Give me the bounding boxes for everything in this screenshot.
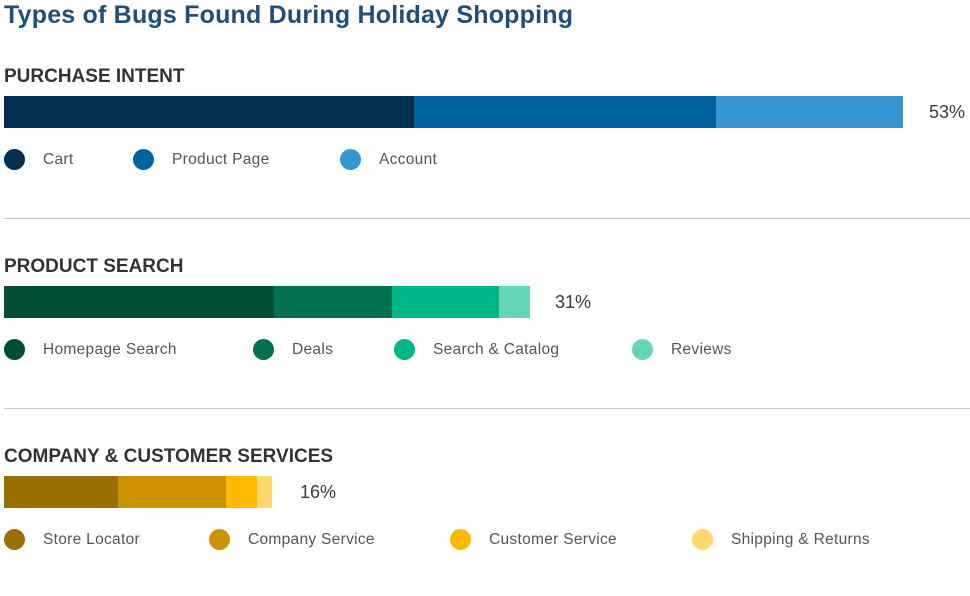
- legend-dot-icon: [692, 529, 713, 550]
- legend-dot-icon: [632, 339, 653, 360]
- legend-label: Company Service: [248, 531, 375, 548]
- legend: Homepage Search Deals Search & Catalog Revi…: [0, 337, 970, 363]
- legend-label: Customer Service: [489, 531, 617, 548]
- total-label: 16%: [300, 482, 337, 502]
- legend: Store Locator Company Service Customer Ser…: [0, 527, 970, 553]
- legend: Cart Product Page Account: [0, 147, 970, 173]
- section-title: PURCHASE INTENT: [4, 66, 185, 87]
- section-title: COMPANY & CUSTOMER SERVICES: [4, 446, 334, 467]
- legend-label: Homepage Search: [43, 341, 177, 358]
- bar-segment-account: [716, 96, 903, 128]
- bar-segment-reviews: [499, 286, 530, 318]
- legend-label: Store Locator: [43, 531, 140, 548]
- bar-segment-company-service: [118, 476, 227, 508]
- legend-dot-icon: [4, 339, 25, 360]
- divider: [4, 218, 970, 219]
- total-label: 53%: [929, 102, 966, 122]
- bar-segment-store-locator: [4, 476, 118, 508]
- section-purchase-intent: PURCHASE INTENT 53% Cart Product Page Acco…: [0, 66, 970, 216]
- legend-label: Cart: [43, 151, 74, 168]
- divider: [4, 408, 970, 409]
- bar-segment-cart: [4, 96, 414, 128]
- bar-segment-homepage-search: [4, 286, 274, 318]
- stacked-bar: [4, 476, 964, 508]
- legend-dot-icon: [340, 149, 361, 170]
- legend-label: Search & Catalog: [433, 341, 560, 358]
- bar-segment-search-and-catalog: [392, 286, 499, 318]
- legend-label: Deals: [292, 341, 334, 358]
- section-product-search: PRODUCT SEARCH 31% Homepage Search Deals S…: [0, 256, 970, 406]
- legend-dot-icon: [4, 529, 25, 550]
- legend-dot-icon: [209, 529, 230, 550]
- legend-label: Reviews: [671, 341, 732, 358]
- section-title: PRODUCT SEARCH: [4, 256, 184, 277]
- legend-dot-icon: [450, 529, 471, 550]
- bar-segment-deals: [274, 286, 393, 318]
- bar-segment-shipping-and-returns: [257, 476, 272, 508]
- stacked-bar: [4, 96, 964, 128]
- bar-segment-product-page: [414, 96, 716, 128]
- legend-dot-icon: [394, 339, 415, 360]
- section-company-customer-services: COMPANY & CUSTOMER SERVICES 16% Store Lo…: [0, 446, 970, 596]
- legend-dot-icon: [253, 339, 274, 360]
- chart-title: Types of Bugs Found During Holiday Shopp…: [4, 1, 574, 29]
- bar-segment-customer-service: [226, 476, 257, 508]
- legend-dot-icon: [133, 149, 154, 170]
- stacked-bar: [4, 286, 964, 318]
- legend-label: Product Page: [172, 151, 270, 168]
- legend-label: Account: [379, 151, 438, 168]
- legend-label: Shipping & Returns: [731, 531, 870, 548]
- legend-dot-icon: [4, 149, 25, 170]
- total-label: 31%: [555, 292, 592, 312]
